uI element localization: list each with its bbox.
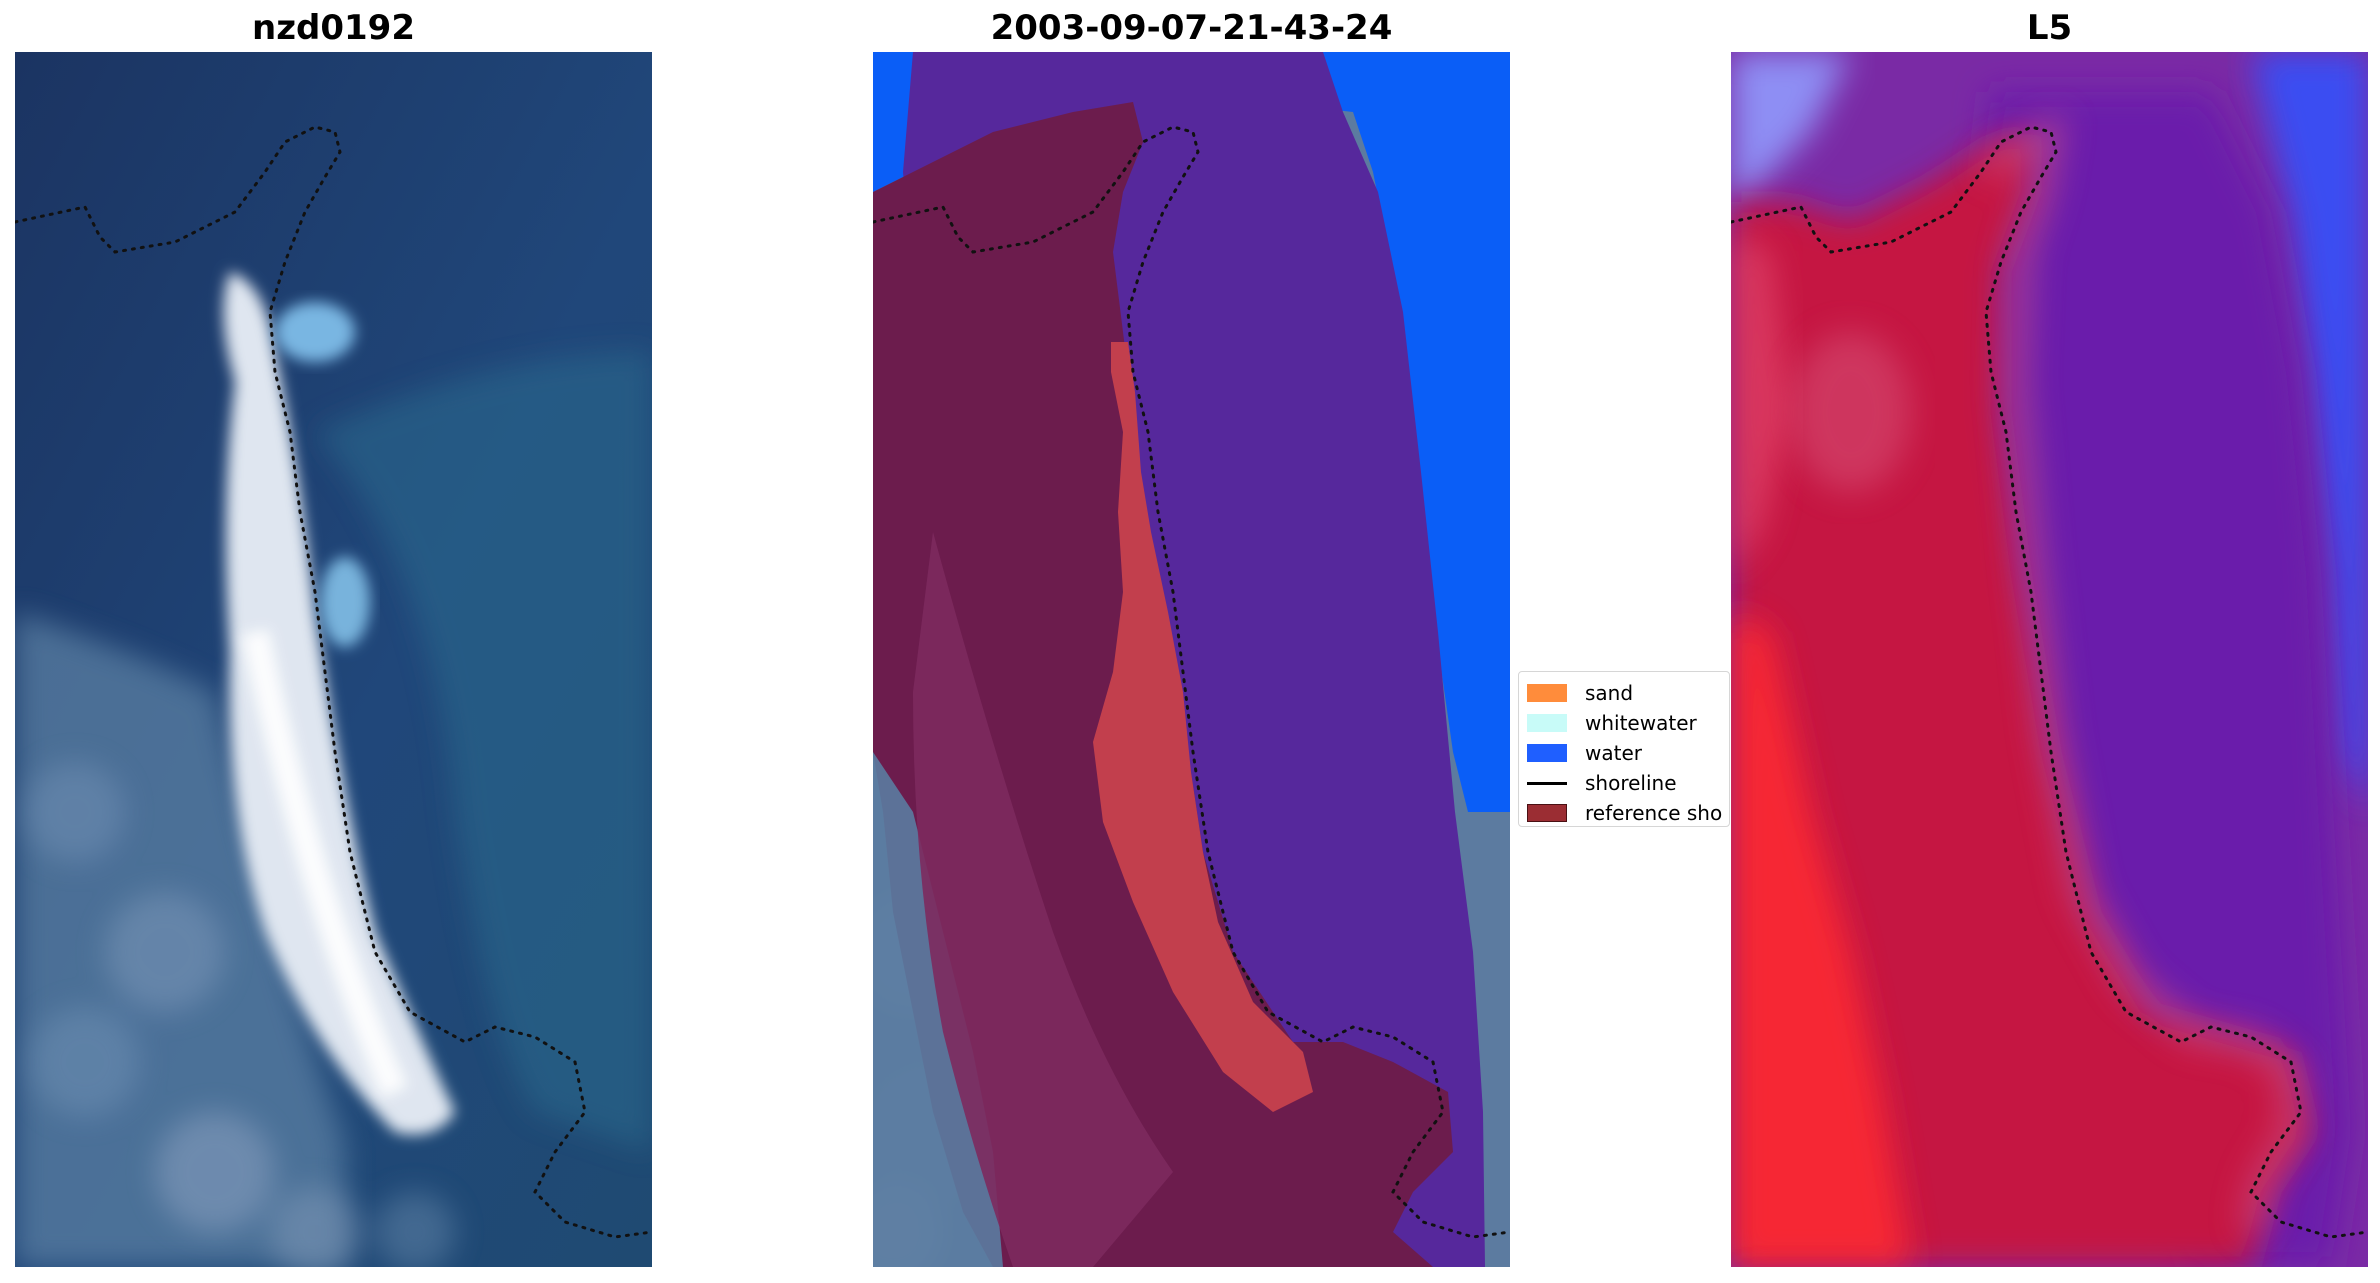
water-swatch [1527,744,1567,762]
legend-label-whitewater: whitewater [1585,711,1697,735]
legend-label-shoreline: shoreline [1585,771,1677,795]
rgb-image [15,52,652,1267]
classification-image [873,52,1510,1267]
legend-item-whitewater: whitewater [1527,710,1729,736]
index-image [1731,52,2368,1267]
index-panel [1731,52,2368,1267]
legend: sand whitewater water shoreline referenc… [1518,671,1730,827]
legend-label-reference-shoreline: reference sho [1585,801,1723,825]
legend-item-reference-shoreline: reference sho [1527,800,1729,826]
shoreline-line-swatch [1527,781,1567,785]
rgb-image-panel [15,52,652,1267]
legend-item-water: water [1527,740,1729,766]
panel-title-rgb: nzd0192 [252,8,415,48]
sand-swatch [1527,684,1567,702]
panel-title-classification: 2003-09-07-21-43-24 [990,8,1393,48]
reference-shoreline-swatch [1527,804,1567,822]
whitewater-swatch [1527,714,1567,732]
legend-item-sand: sand [1527,680,1729,706]
legend-label-water: water [1585,741,1642,765]
legend-label-sand: sand [1585,681,1634,705]
panel-title-index: L5 [2026,8,2073,48]
classification-panel [873,52,1510,1267]
legend-item-shoreline: shoreline [1527,770,1729,796]
